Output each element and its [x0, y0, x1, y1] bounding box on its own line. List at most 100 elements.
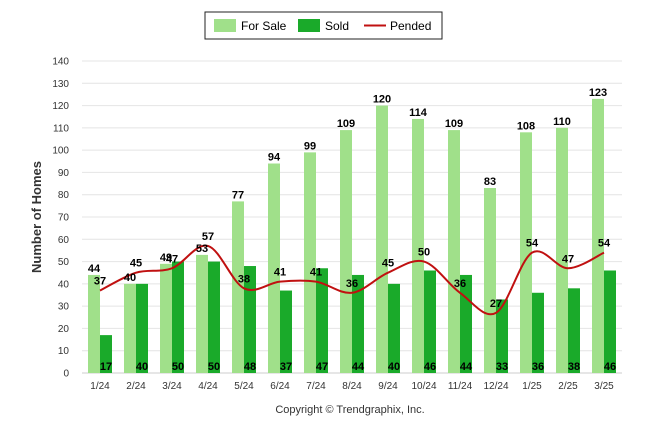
x-tick-label: 2/25: [558, 381, 578, 392]
bar-for-sale: [304, 152, 316, 373]
label-pended: 50: [418, 247, 430, 259]
label-pended: 45: [382, 258, 394, 270]
bar-sold: [208, 261, 220, 373]
x-tick-label: 3/24: [162, 381, 182, 392]
label-for-sale: 77: [232, 189, 244, 201]
label-pended: 36: [346, 278, 358, 290]
x-tick-label: 4/24: [198, 381, 218, 392]
label-pended: 27: [490, 298, 502, 310]
bar-for-sale: [88, 274, 100, 373]
label-sold: 17: [100, 361, 112, 373]
bar-for-sale: [412, 118, 424, 373]
bar-for-sale: [340, 130, 352, 373]
bar-sold: [496, 299, 508, 373]
label-pended: 38: [238, 273, 250, 285]
label-pended: 54: [598, 238, 611, 250]
bar-for-sale: [376, 105, 388, 374]
bar-for-sale: [196, 254, 208, 373]
label-for-sale: 108: [517, 120, 535, 132]
y-tick-label: 140: [52, 57, 69, 68]
label-sold: 36: [532, 361, 544, 373]
x-axis-ticks: 1/24 2/24 3/24 4/24 5/24 6/24 7/24 8/24 9/24 10/2…: [90, 381, 614, 392]
y-tick-label: 10: [58, 346, 70, 357]
bar-for-sale: [556, 127, 568, 373]
x-tick-label: 1/25: [522, 381, 542, 392]
bar-sold: [604, 270, 616, 373]
x-tick-label: 2/24: [126, 381, 146, 392]
bar-sold: [280, 290, 292, 373]
label-for-sale: 49: [160, 252, 172, 264]
bar-for-sale: [448, 130, 460, 373]
label-sold: 38: [568, 361, 580, 373]
label-pended: 47: [166, 253, 178, 265]
bar-for-sale: [484, 188, 496, 373]
data-labels: 44 17 40 40 49 50 53 50 77 48 94 37 99 47 109 44 120 40 11…: [88, 87, 616, 373]
legend-box: [204, 11, 443, 40]
bar-sold: [568, 288, 580, 373]
label-sold: 44: [460, 361, 473, 373]
y-tick-label: 70: [58, 213, 70, 224]
x-tick-label: 12/24: [483, 381, 508, 392]
label-sold: 40: [136, 361, 148, 373]
bar-sold: [100, 335, 112, 373]
bar-sold: [136, 283, 148, 373]
bar-for-sale: [124, 283, 136, 373]
legend-label-pended: Pended: [390, 19, 431, 33]
label-for-sale: 40: [124, 272, 136, 284]
label-sold: 48: [244, 361, 256, 373]
bar-for-sale: [232, 201, 244, 373]
label-pended: 47: [562, 253, 574, 265]
y-tick-label: 90: [58, 168, 70, 179]
legend-label-for-sale: For Sale: [241, 19, 287, 33]
label-sold: 46: [604, 361, 616, 373]
x-tick-label: 6/24: [270, 381, 290, 392]
legend-swatch-for-sale: [214, 19, 236, 32]
x-tick-label: 9/24: [378, 381, 398, 392]
label-sold: 46: [424, 361, 436, 373]
label-sold: 40: [388, 361, 400, 373]
label-for-sale: 99: [304, 140, 316, 152]
y-tick-label: 100: [52, 146, 69, 157]
x-tick-label: 10/24: [411, 381, 436, 392]
label-for-sale: 114: [409, 107, 428, 119]
y-tick-label: 80: [58, 190, 70, 201]
legend-swatch-sold: [298, 19, 320, 32]
y-tick-label: 50: [58, 257, 70, 268]
y-tick-label: 110: [53, 123, 69, 134]
label-for-sale: 109: [337, 118, 355, 130]
label-pended: 36: [454, 278, 466, 290]
bar-sold: [388, 283, 400, 373]
label-for-sale: 44: [88, 263, 101, 275]
bar-sold: [532, 292, 544, 373]
y-tick-label: 0: [63, 369, 69, 380]
y-tick-label: 20: [58, 324, 70, 335]
label-for-sale: 83: [484, 176, 496, 188]
y-tick-label: 120: [52, 101, 69, 112]
label-pended: 41: [310, 267, 322, 279]
copyright: Copyright © Trendgraphix, Inc.: [275, 404, 424, 416]
bar-sold: [352, 274, 364, 373]
x-tick-label: 11/24: [448, 381, 473, 392]
label-for-sale: 123: [589, 87, 607, 99]
pended-line: [99, 244, 605, 316]
y-tick-label: 130: [52, 79, 69, 90]
y-axis-ticks: 0 10 20 30 40 50 60 70 80 90 100 110 120 130 140: [52, 57, 69, 380]
label-pended: 45: [130, 258, 142, 270]
label-pended: 37: [94, 276, 106, 288]
x-tick-label: 8/24: [342, 381, 362, 392]
x-tick-label: 5/24: [234, 381, 254, 392]
label-sold: 44: [352, 361, 365, 373]
legend: For Sale Sold Pended: [204, 11, 443, 40]
label-for-sale: 53: [196, 243, 208, 255]
x-tick-label: 1/24: [90, 381, 110, 392]
bar-sold: [316, 268, 328, 373]
label-sold: 50: [208, 361, 220, 373]
bars: [88, 98, 616, 374]
y-axis-label: Number of Homes: [29, 161, 44, 273]
y-tick-label: 30: [58, 302, 70, 313]
label-pended: 41: [274, 267, 286, 279]
bar-sold: [424, 270, 436, 373]
label-pended: 54: [526, 238, 539, 250]
x-tick-label: 7/24: [306, 381, 326, 392]
